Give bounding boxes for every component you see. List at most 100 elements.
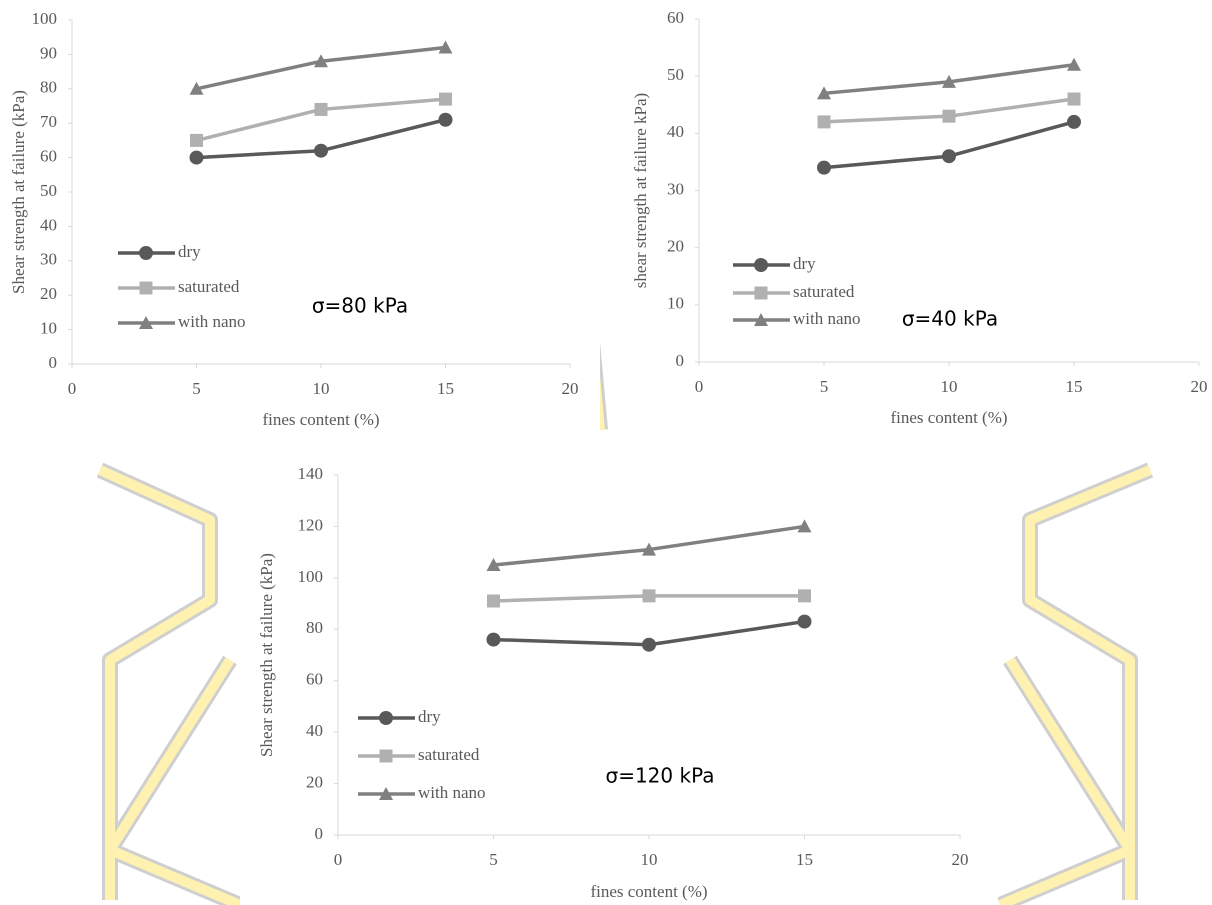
legend-marker [754,313,768,326]
x-tick-label: 15 [437,379,454,398]
point [817,115,831,129]
x-tick-label: 5 [820,377,829,396]
legend-marker [139,281,153,295]
point [487,594,500,608]
legend-marker [754,258,768,272]
point [438,40,453,54]
legend-label: with nano [418,783,486,802]
legend-label: with nano [793,309,861,328]
legend-label: dry [418,707,441,726]
point [438,112,453,127]
y-axis-title: Shear strength at failure (kPa) [257,553,276,757]
annotation: σ=80 kPa [312,294,408,318]
legend-marker [379,787,393,800]
watermark-stroke [97,465,215,900]
point [817,86,831,100]
annotation: σ=120 kPa [606,764,715,788]
point [314,102,328,116]
y-tick-label: 120 [298,515,324,534]
y-tick-label: 0 [315,824,324,843]
watermark-stroke [998,657,1135,905]
legend-marker [379,711,393,725]
legend-marker [754,286,768,300]
point [486,632,501,647]
x-axis-title: fines content (%) [590,882,707,901]
point [1067,57,1081,71]
point [942,74,956,88]
y-tick-label: 0 [49,353,58,372]
legend-marker [379,749,393,763]
y-tick-label: 70 [40,112,57,131]
y-tick-label: 50 [40,181,57,200]
y-tick-label: 60 [667,8,684,27]
legend-label: dry [793,254,816,273]
legend-label: saturated [418,745,480,764]
y-tick-label: 20 [40,284,57,303]
watermark-stroke [105,657,242,905]
point [642,542,656,556]
x-axis-title: fines content (%) [262,410,379,429]
watermark-stroke [996,655,1138,905]
point [1067,92,1081,106]
point [189,81,204,95]
y-tick-label: 80 [306,618,323,637]
annotation: σ=40 kPa [902,307,998,331]
y-tick-label: 40 [40,215,57,234]
x-tick-label: 0 [334,850,343,869]
x-tick-label: 10 [941,377,958,396]
point [797,519,812,533]
y-tick-label: 100 [298,567,324,586]
x-tick-label: 15 [796,850,813,869]
y-tick-label: 80 [40,78,57,97]
x-tick-label: 20 [1191,377,1208,396]
legend-marker [139,316,153,329]
panel-background [0,0,600,440]
point [486,558,501,571]
y-tick-label: 30 [667,179,684,198]
legend-label: with nano [178,312,246,331]
x-tick-label: 10 [313,379,330,398]
x-tick-label: 5 [489,850,498,869]
panel-background [612,0,1212,440]
y-tick-label: 90 [40,43,57,62]
point [190,133,203,147]
y-tick-label: 50 [667,65,684,84]
point [798,589,811,603]
x-tick-label: 0 [695,377,704,396]
y-tick-label: 100 [32,9,58,28]
x-tick-label: 20 [562,379,579,398]
point [1067,114,1081,129]
y-tick-label: 10 [40,319,57,338]
y-axis-title: shear strength at failure kPa) [631,93,650,288]
point [314,143,328,158]
point [817,160,831,175]
y-tick-label: 60 [40,147,57,166]
legend-label: saturated [793,282,855,301]
y-tick-label: 10 [667,294,684,313]
point [797,614,812,629]
point [942,149,956,164]
panel-background [240,455,998,905]
y-tick-label: 140 [298,464,324,483]
x-axis-title: fines content (%) [890,408,1007,427]
y-tick-label: 30 [40,250,57,269]
point [642,589,656,603]
y-tick-label: 40 [667,122,684,141]
watermark-stroke [102,655,244,905]
point [314,54,328,68]
y-tick-label: 20 [306,772,323,791]
x-tick-label: 0 [68,379,77,398]
legend-label: saturated [178,277,240,296]
y-axis-title: Shear strength at failure (kPa) [9,90,28,294]
x-tick-label: 15 [1066,377,1083,396]
legend-label: dry [178,242,201,261]
x-tick-label: 5 [192,379,201,398]
y-tick-label: 40 [306,721,323,740]
y-tick-label: 20 [667,237,684,256]
watermark-stroke [1025,465,1152,900]
y-tick-label: 0 [676,351,685,370]
y-tick-label: 60 [306,670,323,689]
x-tick-label: 10 [641,850,658,869]
